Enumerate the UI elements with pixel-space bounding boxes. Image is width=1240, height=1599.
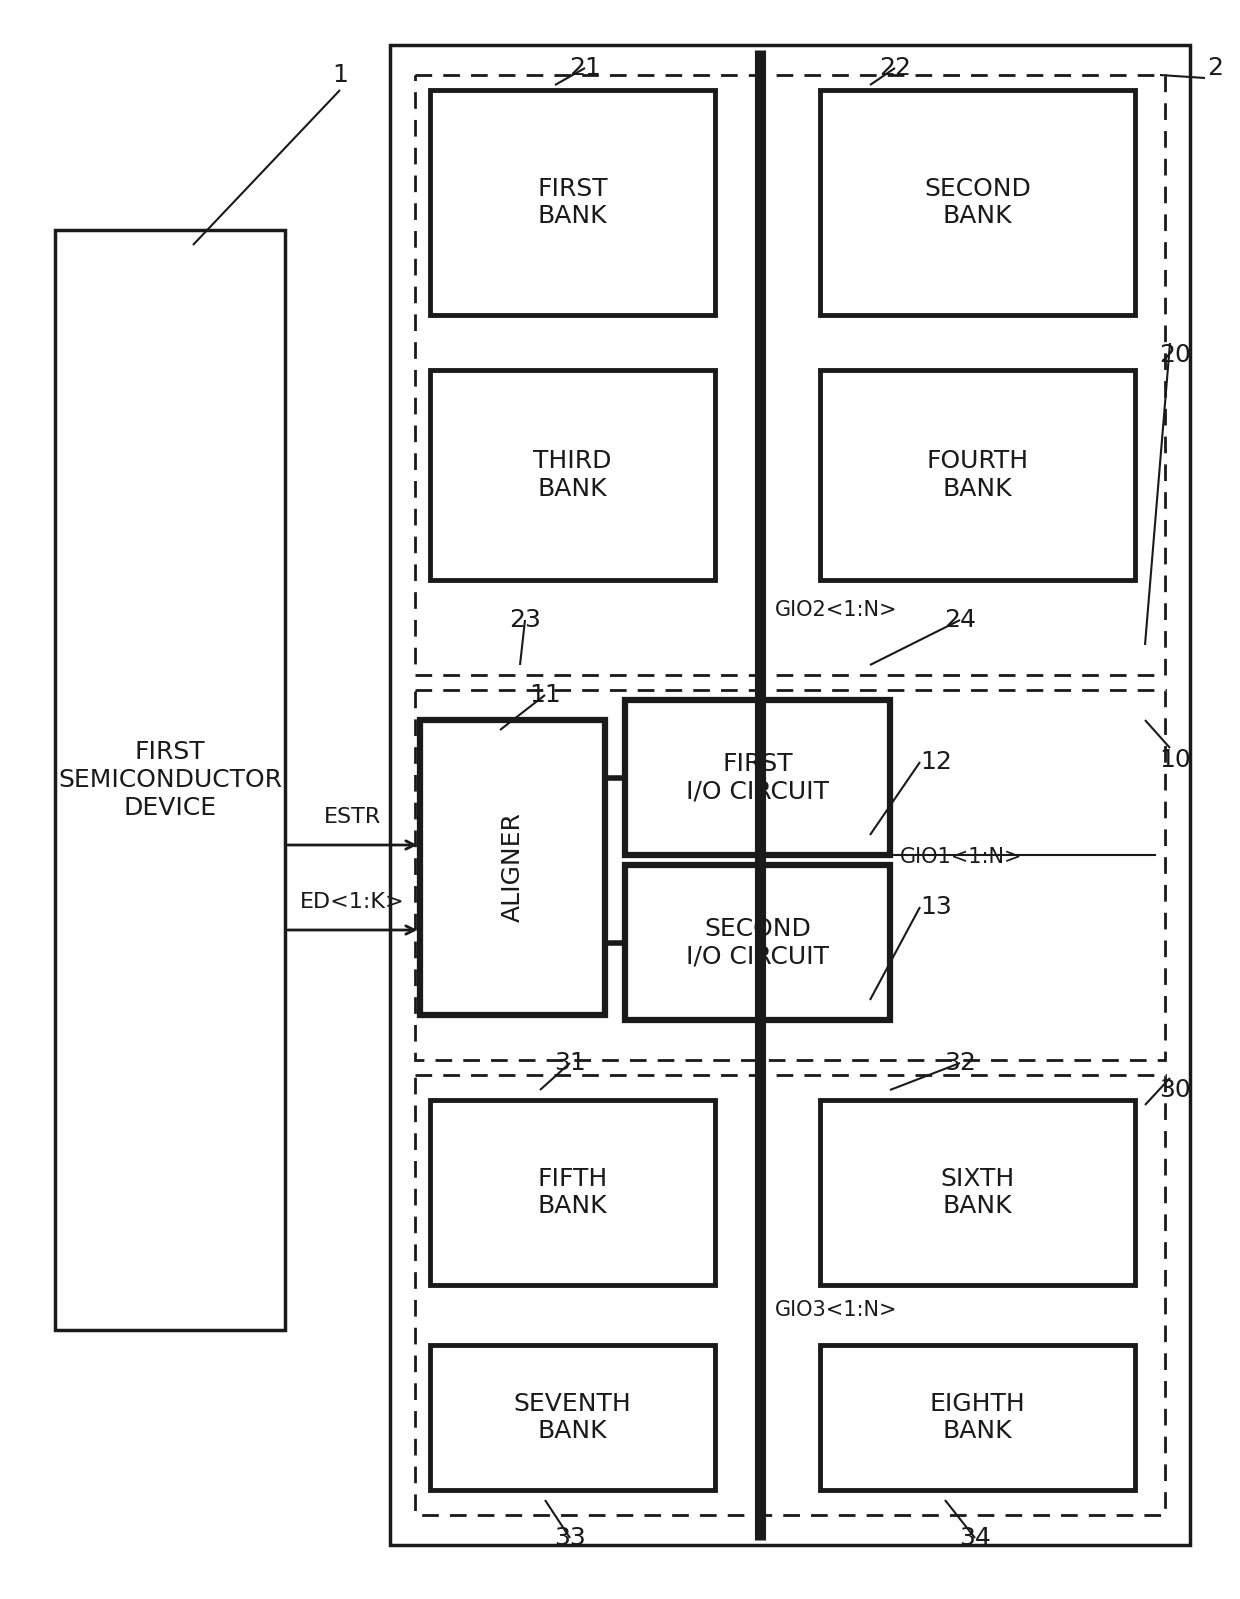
Text: 33: 33 bbox=[554, 1525, 585, 1549]
Text: GIO2<1:N>: GIO2<1:N> bbox=[775, 600, 898, 620]
Bar bbox=[820, 1100, 1135, 1286]
Text: 24: 24 bbox=[944, 608, 976, 632]
Text: 10: 10 bbox=[1159, 748, 1190, 772]
Text: 12: 12 bbox=[920, 750, 952, 774]
Bar bbox=[415, 1075, 1166, 1514]
Text: FOURTH
BANK: FOURTH BANK bbox=[926, 449, 1028, 500]
Text: THIRD
BANK: THIRD BANK bbox=[533, 449, 611, 500]
Text: 22: 22 bbox=[879, 56, 911, 80]
Text: 30: 30 bbox=[1159, 1078, 1190, 1102]
Bar bbox=[55, 230, 285, 1330]
Text: ED<1:K>: ED<1:K> bbox=[300, 892, 404, 911]
Bar bbox=[415, 75, 1166, 675]
Text: FIRST
SEMICONDUCTOR
DEVICE: FIRST SEMICONDUCTOR DEVICE bbox=[58, 740, 281, 820]
Text: FIRST
BANK: FIRST BANK bbox=[537, 176, 608, 229]
Bar bbox=[625, 700, 890, 855]
Text: ESTR: ESTR bbox=[324, 807, 381, 827]
Text: FIRST
I/O CIRCUIT: FIRST I/O CIRCUIT bbox=[686, 752, 830, 803]
Bar bbox=[820, 369, 1135, 580]
Text: GIO3<1:N>: GIO3<1:N> bbox=[775, 1300, 898, 1321]
Bar bbox=[820, 90, 1135, 315]
Bar bbox=[415, 691, 1166, 1060]
Text: SECOND
I/O CIRCUIT: SECOND I/O CIRCUIT bbox=[686, 916, 830, 969]
Text: 11: 11 bbox=[529, 683, 560, 707]
Text: SIXTH
BANK: SIXTH BANK bbox=[940, 1167, 1014, 1218]
Text: 1: 1 bbox=[332, 62, 348, 86]
Text: 13: 13 bbox=[920, 895, 952, 919]
Bar bbox=[430, 369, 715, 580]
Text: 20: 20 bbox=[1159, 344, 1190, 368]
Bar bbox=[430, 1345, 715, 1490]
Text: 31: 31 bbox=[554, 1051, 585, 1075]
Bar bbox=[391, 45, 1190, 1545]
Bar bbox=[430, 1100, 715, 1286]
Text: SEVENTH
BANK: SEVENTH BANK bbox=[513, 1391, 631, 1444]
Bar bbox=[420, 720, 605, 1015]
Text: FIFTH
BANK: FIFTH BANK bbox=[537, 1167, 608, 1218]
Text: 23: 23 bbox=[510, 608, 541, 632]
Text: 21: 21 bbox=[569, 56, 601, 80]
Bar bbox=[625, 865, 890, 1020]
Text: GIO1<1:N>: GIO1<1:N> bbox=[900, 847, 1023, 867]
Text: EIGHTH
BANK: EIGHTH BANK bbox=[930, 1391, 1025, 1444]
Text: 2: 2 bbox=[1207, 56, 1223, 80]
Text: 34: 34 bbox=[959, 1525, 991, 1549]
Text: ALIGNER: ALIGNER bbox=[501, 812, 525, 923]
Bar bbox=[820, 1345, 1135, 1490]
Text: SECOND
BANK: SECOND BANK bbox=[924, 176, 1030, 229]
Text: 32: 32 bbox=[944, 1051, 976, 1075]
Bar bbox=[430, 90, 715, 315]
